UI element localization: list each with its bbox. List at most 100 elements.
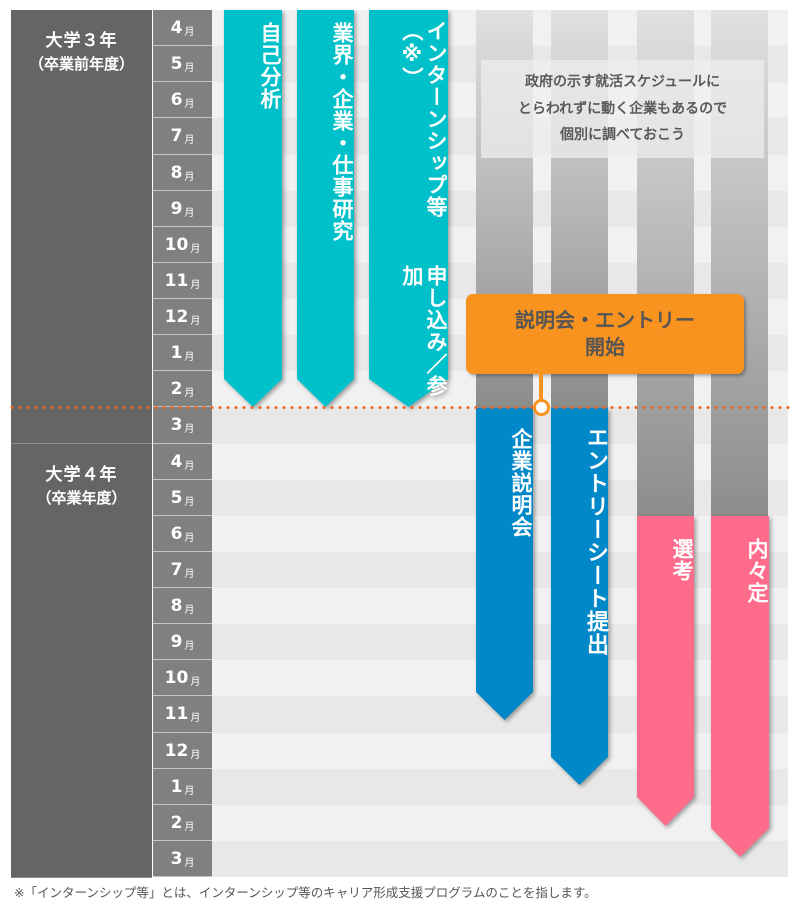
arrow-shape-icon bbox=[711, 516, 769, 857]
timeline-row bbox=[212, 769, 788, 805]
month-unit: 月 bbox=[184, 496, 195, 508]
arrow-shape-icon bbox=[224, 10, 282, 407]
month-unit: 月 bbox=[184, 460, 195, 472]
arrow-shape-icon bbox=[637, 516, 694, 826]
note-line-2: とらわれずに動く企業もあるので bbox=[517, 100, 728, 117]
start-divider-line bbox=[8, 406, 792, 409]
arrow-shape-icon bbox=[297, 10, 354, 407]
month-unit: 月 bbox=[184, 424, 195, 435]
month-unit: 月 bbox=[184, 207, 195, 219]
arrow-label-line-1: インターンシップ等（※） bbox=[399, 20, 448, 218]
month-unit: 月 bbox=[184, 785, 195, 797]
year-block-3: 大学３年 （卒業前年度） bbox=[11, 10, 152, 444]
month-number: 6 bbox=[170, 89, 183, 110]
month-unit: 月 bbox=[184, 532, 195, 544]
arrow-selection: 選考 bbox=[637, 516, 694, 826]
arrow-shape-icon bbox=[551, 408, 608, 785]
month-unit: 月 bbox=[184, 351, 195, 363]
month-number: 5 bbox=[170, 487, 183, 508]
month-unit: 月 bbox=[184, 387, 195, 399]
month-number: 8 bbox=[170, 595, 183, 616]
month-number: 3 bbox=[170, 415, 183, 435]
month-number: 10 bbox=[164, 234, 189, 255]
arrow-self-analysis: 自己分析 bbox=[224, 10, 282, 407]
timeline-row bbox=[212, 805, 788, 841]
arrow-company-info-session: 企業説明会 bbox=[476, 408, 533, 720]
timeline-row bbox=[212, 733, 788, 769]
arrow-industry-research: 業界・企業・仕事研究 bbox=[297, 10, 354, 407]
month-unit: 月 bbox=[190, 315, 201, 327]
arrow-informal-offer: 内々定 bbox=[711, 516, 769, 857]
callout-line-1: 説明会・エントリー bbox=[515, 308, 695, 332]
month-unit: 月 bbox=[190, 243, 201, 255]
month-unit: 月 bbox=[184, 98, 195, 110]
month-number: 9 bbox=[170, 631, 183, 652]
month-cell: 12 月 bbox=[153, 733, 212, 769]
month-number: 10 bbox=[164, 667, 189, 688]
month-number: 3 bbox=[170, 848, 183, 869]
month-cell: 11 月 bbox=[153, 696, 212, 733]
month-number: 11 bbox=[164, 704, 189, 724]
month-number: 12 bbox=[164, 740, 189, 761]
month-unit: 月 bbox=[184, 821, 195, 833]
month-number: 1 bbox=[170, 776, 183, 797]
month-number: 4 bbox=[170, 17, 183, 38]
year-3-subtitle: （卒業前年度） bbox=[28, 55, 134, 73]
month-unit: 月 bbox=[190, 279, 201, 291]
month-unit: 月 bbox=[184, 171, 195, 183]
arrow-label: 企業説明会 bbox=[509, 428, 533, 538]
arrow-internship: インターンシップ等（※） 申し込み／参加 bbox=[369, 10, 448, 407]
month-cell: 10 月 bbox=[153, 227, 212, 263]
note-line-1: 政府の示す就活スケジュールに bbox=[524, 74, 721, 91]
arrow-label: インターンシップ等（※） 申し込み／参加 bbox=[369, 10, 448, 407]
month-cell: 10 月 bbox=[153, 660, 212, 696]
month-number: 9 bbox=[170, 198, 183, 219]
month-number: 4 bbox=[170, 451, 183, 472]
arrow-label: 業界・企業・仕事研究 bbox=[330, 22, 354, 242]
arrow-shape-icon bbox=[476, 408, 533, 720]
timeline-row bbox=[212, 841, 788, 877]
month-unit: 月 bbox=[184, 135, 195, 146]
month-unit: 月 bbox=[184, 857, 195, 869]
month-unit: 月 bbox=[184, 26, 195, 38]
note-line-3: 個別に調べておこう bbox=[559, 127, 686, 144]
month-number: 12 bbox=[164, 306, 189, 327]
month-cell: 12 月 bbox=[153, 299, 212, 335]
month-unit: 月 bbox=[190, 676, 201, 688]
arrow-label-line-2: 申し込み／参加 bbox=[399, 265, 448, 398]
year-4-subtitle: （卒業年度） bbox=[36, 489, 127, 507]
month-number: 11 bbox=[164, 270, 189, 291]
year-4-title: 大学４年 bbox=[45, 465, 118, 485]
month-unit: 月 bbox=[184, 62, 195, 74]
month-number: 7 bbox=[170, 559, 183, 580]
callout-marker-icon bbox=[533, 399, 550, 416]
month-number: 2 bbox=[170, 378, 183, 399]
month-number: 6 bbox=[170, 523, 183, 544]
month-unit: 月 bbox=[190, 749, 201, 761]
entry-start-callout: 説明会・エントリー 開始 bbox=[466, 294, 744, 374]
month-unit: 月 bbox=[190, 713, 201, 724]
month-number: 8 bbox=[170, 162, 183, 183]
arrow-label: 選考 bbox=[670, 538, 694, 582]
arrow-label: エントリーシート提出 bbox=[583, 426, 608, 656]
callout-connector bbox=[539, 374, 543, 407]
month-unit: 月 bbox=[184, 640, 195, 652]
schedule-note: 政府の示す就活スケジュールに とらわれずに動く企業もあるので 個別に調べておこう bbox=[481, 60, 764, 158]
